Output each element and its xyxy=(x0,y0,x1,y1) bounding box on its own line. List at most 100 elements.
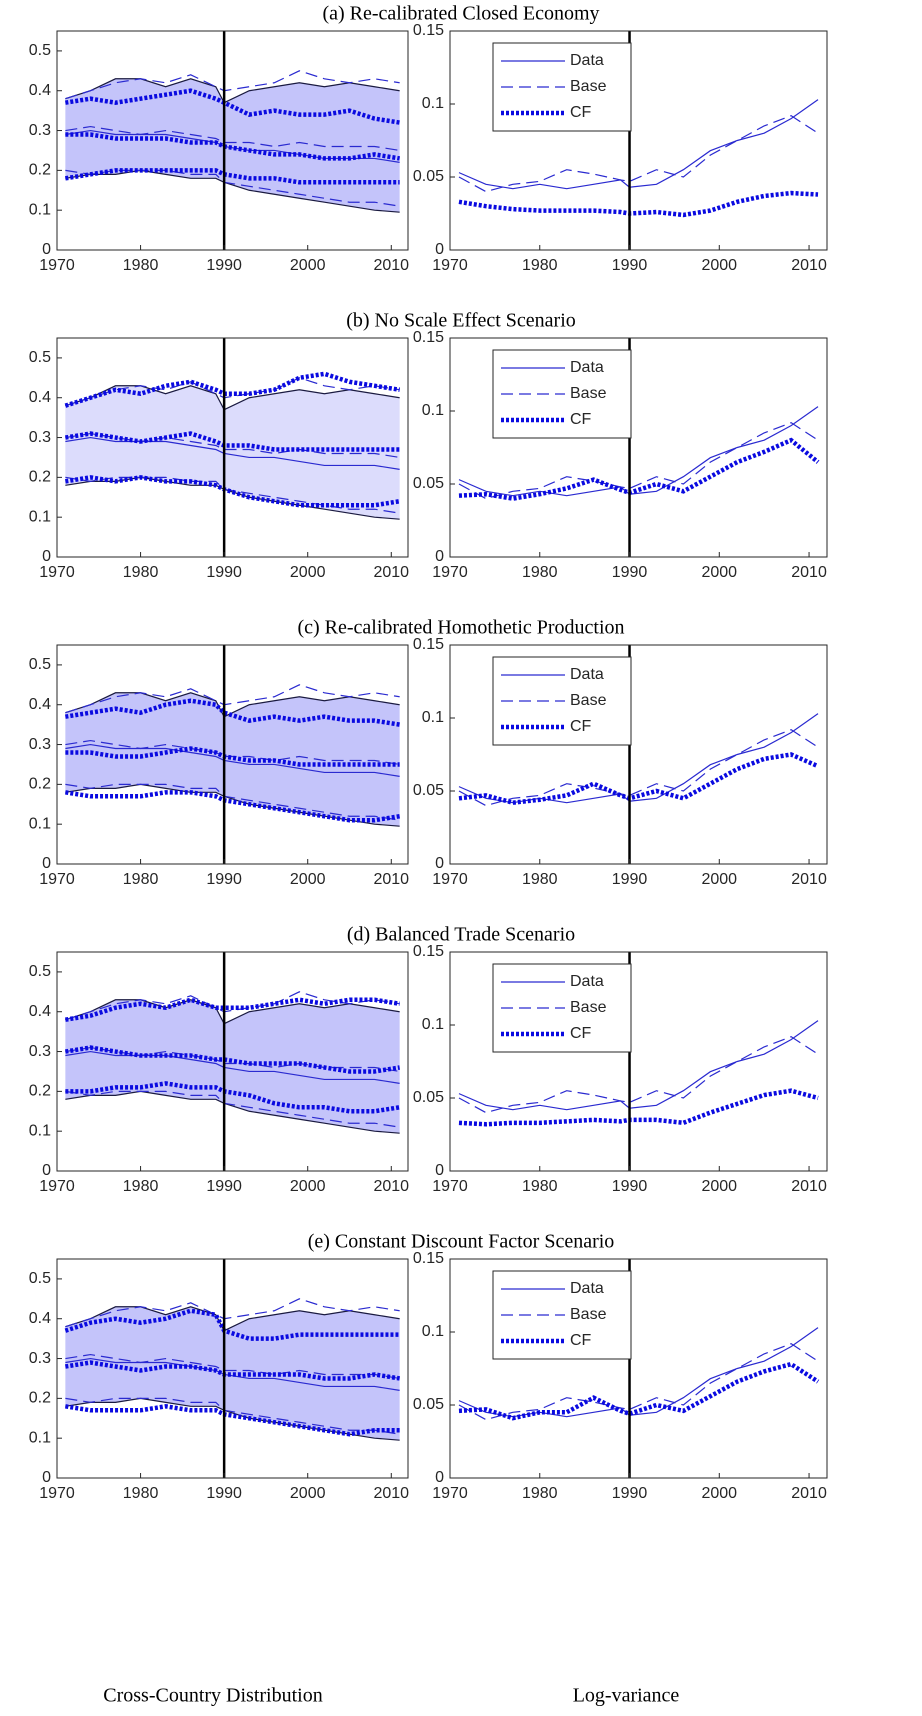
y-tick-label: 0.3 xyxy=(29,429,51,446)
legend-label: Base xyxy=(570,1306,607,1323)
x-tick-label: 2010 xyxy=(373,257,409,274)
y-tick-label: 0 xyxy=(435,1469,444,1486)
axes-box xyxy=(449,951,828,1172)
legend-label: Data xyxy=(570,52,604,69)
x-tick-label: 2000 xyxy=(290,1178,326,1195)
legend-label: Base xyxy=(570,385,607,402)
y-tick-label: 0.2 xyxy=(29,162,51,179)
x-tick-label: 1970 xyxy=(39,871,75,888)
series-line xyxy=(65,1353,400,1380)
y-tick-label: 0.3 xyxy=(29,736,51,753)
x-tick-label: 1980 xyxy=(522,257,558,274)
legend-label: CF xyxy=(570,104,592,121)
y-tick-label: 0.1 xyxy=(29,1429,51,1446)
y-tick-label: 0.4 xyxy=(29,389,51,406)
x-tick-label: 2000 xyxy=(701,871,737,888)
y-tick-label: 0.05 xyxy=(413,1089,444,1106)
x-tick-label: 2010 xyxy=(373,1178,409,1195)
x-tick-label: 1970 xyxy=(432,1178,468,1195)
x-tick-label: 1970 xyxy=(432,871,468,888)
y-tick-label: 0 xyxy=(435,855,444,872)
series-line xyxy=(458,190,819,218)
data-band xyxy=(65,78,400,213)
x-tick-label: 1980 xyxy=(123,871,159,888)
panel-title: (d) Balanced Trade Scenario xyxy=(347,924,575,946)
x-tick-label: 2000 xyxy=(290,564,326,581)
axes-box xyxy=(56,337,409,558)
y-tick-label: 0.1 xyxy=(422,1016,444,1033)
y-tick-label: 0.1 xyxy=(422,709,444,726)
x-tick-label: 2000 xyxy=(701,1178,737,1195)
x-tick-label: 2010 xyxy=(791,1485,827,1502)
x-tick-label: 1990 xyxy=(612,564,648,581)
axes-box xyxy=(56,951,409,1172)
y-tick-label: 0.1 xyxy=(29,1122,51,1139)
x-tick-label: 1990 xyxy=(206,564,242,581)
y-tick-label: 0.15 xyxy=(413,636,444,653)
y-tick-label: 0 xyxy=(435,548,444,565)
legend-label: Data xyxy=(570,1280,604,1297)
axes-box xyxy=(449,30,828,251)
x-tick-label: 1970 xyxy=(432,564,468,581)
series-line xyxy=(458,752,819,805)
y-tick-label: 0.05 xyxy=(413,168,444,185)
series-line xyxy=(65,432,400,459)
x-tick-label: 1980 xyxy=(522,1485,558,1502)
x-tick-label: 2000 xyxy=(701,1485,737,1502)
legend-label: CF xyxy=(570,411,592,428)
x-tick-label: 1970 xyxy=(432,257,468,274)
y-tick-label: 0.3 xyxy=(29,122,51,139)
series-line xyxy=(65,1046,400,1073)
x-tick-label: 1970 xyxy=(39,257,75,274)
y-tick-label: 0.15 xyxy=(413,22,444,39)
panel-title: (c) Re-calibrated Homothetic Production xyxy=(297,617,624,639)
series-line xyxy=(65,739,400,766)
legend-label: Data xyxy=(570,973,604,990)
x-tick-label: 2000 xyxy=(290,1485,326,1502)
y-tick-label: 0.3 xyxy=(29,1350,51,1367)
data-band xyxy=(65,385,400,520)
y-tick-label: 0.05 xyxy=(413,782,444,799)
y-tick-label: 0.1 xyxy=(29,508,51,525)
axes-box xyxy=(56,1258,409,1479)
y-tick-label: 0.15 xyxy=(413,943,444,960)
axes-box xyxy=(449,1258,828,1479)
data-band xyxy=(65,1306,400,1441)
x-tick-label: 1980 xyxy=(522,1178,558,1195)
legend-label: Base xyxy=(570,999,607,1016)
y-tick-label: 0.4 xyxy=(29,1003,51,1020)
legend-label: CF xyxy=(570,1025,592,1042)
y-tick-label: 0.4 xyxy=(29,1310,51,1327)
x-tick-label: 1970 xyxy=(39,564,75,581)
x-tick-label: 2010 xyxy=(791,564,827,581)
series-line xyxy=(458,1361,820,1421)
x-tick-label: 1990 xyxy=(206,1178,242,1195)
x-tick-label: 2000 xyxy=(290,257,326,274)
y-tick-label: 0.5 xyxy=(29,42,51,59)
x-tick-label: 1990 xyxy=(612,257,648,274)
x-tick-label: 2010 xyxy=(373,871,409,888)
y-tick-label: 0.1 xyxy=(422,402,444,419)
x-tick-label: 1980 xyxy=(522,564,558,581)
x-tick-label: 1970 xyxy=(39,1178,75,1195)
panel-title: (a) Re-calibrated Closed Economy xyxy=(322,3,599,25)
x-tick-label: 1980 xyxy=(123,1485,159,1502)
x-tick-label: 2010 xyxy=(373,564,409,581)
y-tick-label: 0.4 xyxy=(29,82,51,99)
y-tick-label: 0.1 xyxy=(29,815,51,832)
x-tick-label: 1990 xyxy=(206,257,242,274)
x-tick-label: 2000 xyxy=(701,564,737,581)
y-tick-label: 0.5 xyxy=(29,1270,51,1287)
x-tick-label: 2010 xyxy=(791,871,827,888)
x-tick-label: 2010 xyxy=(791,257,827,274)
y-tick-label: 0.3 xyxy=(29,1043,51,1060)
axes-box xyxy=(449,644,828,865)
x-tick-label: 1980 xyxy=(123,257,159,274)
axes-box xyxy=(56,30,409,251)
axes-box xyxy=(56,644,409,865)
x-tick-label: 1990 xyxy=(612,1178,648,1195)
x-tick-label: 1980 xyxy=(522,871,558,888)
x-tick-label: 1990 xyxy=(612,1485,648,1502)
